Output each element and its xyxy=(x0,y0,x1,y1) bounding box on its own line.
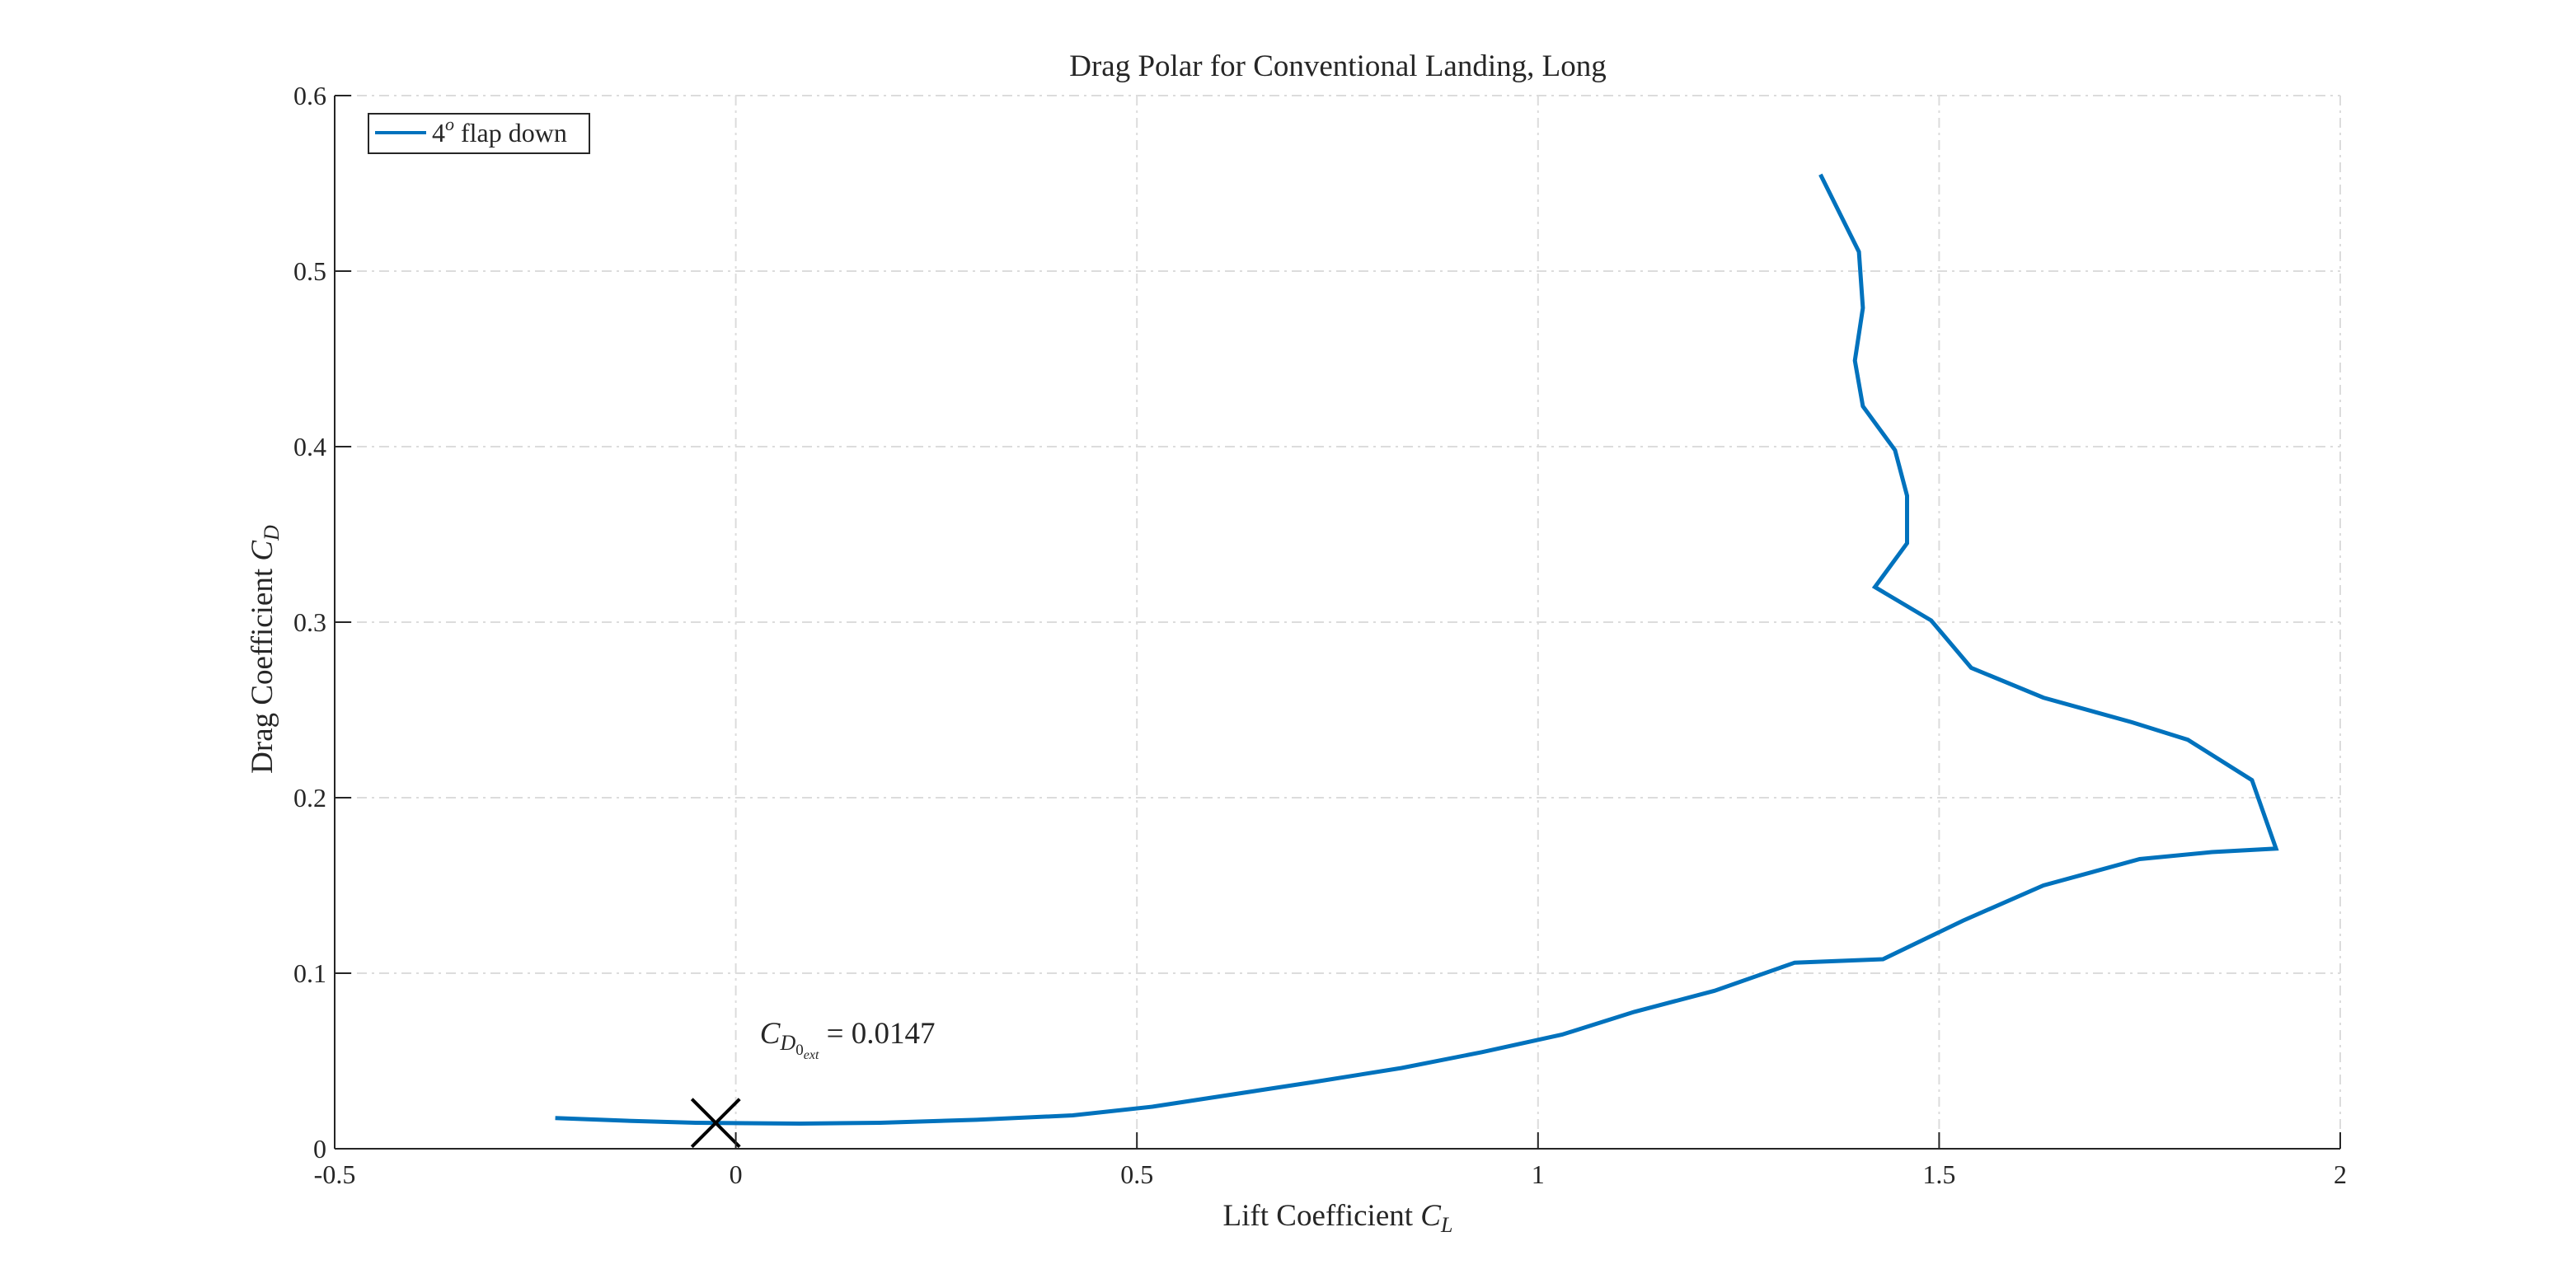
legend-label-rest: flap down xyxy=(454,118,567,148)
x-tick-label: 1 xyxy=(1532,1159,1545,1189)
annotation-subsubscript: 0 xyxy=(795,1042,804,1059)
x-axis-label-text: Lift Coefficient xyxy=(1223,1199,1421,1233)
y-tick-label: 0.2 xyxy=(293,783,326,813)
series-line xyxy=(555,173,2279,1126)
cd0-marker xyxy=(690,1098,741,1149)
legend: 4o flap down xyxy=(368,113,590,154)
legend-label-base: 4 xyxy=(432,118,445,148)
x-tick-label: 1.5 xyxy=(1922,1159,1955,1189)
y-tick-label: 0.1 xyxy=(293,958,326,988)
x-tick-label: -0.5 xyxy=(314,1159,356,1189)
y-tick-label: 0 xyxy=(313,1134,326,1164)
chart-title: Drag Polar for Conventional Landing, Lon… xyxy=(1069,49,1606,83)
x-tick-label: 0 xyxy=(730,1159,743,1189)
y-tick-label: 0.5 xyxy=(293,256,326,286)
annotation-value: = 0.0147 xyxy=(819,1017,935,1051)
y-axis-label-subscript: D xyxy=(260,525,284,541)
y-tick-label: 0.3 xyxy=(293,607,326,637)
grid xyxy=(335,95,2341,1149)
x-tick-label: 0.5 xyxy=(1120,1159,1153,1189)
y-axis-label: Drag Coefficient CD xyxy=(246,525,284,774)
x-axis-label: Lift Coefficient CL xyxy=(1223,1199,1453,1237)
x-tick-label: 2 xyxy=(2334,1159,2347,1189)
marker-stroke xyxy=(690,1098,741,1149)
legend-label-superscript: o xyxy=(445,114,454,134)
x-axis-label-subscript: L xyxy=(1440,1213,1452,1237)
y-axis-label-text: Drag Coefficient xyxy=(246,561,279,774)
y-axis-label-symbol: C xyxy=(246,540,279,561)
y-tick-label: 0.4 xyxy=(293,432,326,461)
x-axis-label-symbol: C xyxy=(1420,1199,1442,1233)
annotation-subsubsubscript: ext xyxy=(804,1048,819,1062)
annotation-subscript: D xyxy=(779,1031,795,1055)
cd0-annotation: CD0ext = 0.0147 xyxy=(760,1017,936,1062)
annotation-symbol: C xyxy=(760,1017,781,1051)
series-layer xyxy=(555,173,2279,1126)
marker-layer xyxy=(690,1098,741,1149)
y-tick-label: 0.6 xyxy=(293,81,326,110)
legend-label: 4o flap down xyxy=(432,114,567,148)
ticks: -0.5 0 0.5 1 1.5 200.10.20.30.40.50.6 xyxy=(293,81,2347,1189)
